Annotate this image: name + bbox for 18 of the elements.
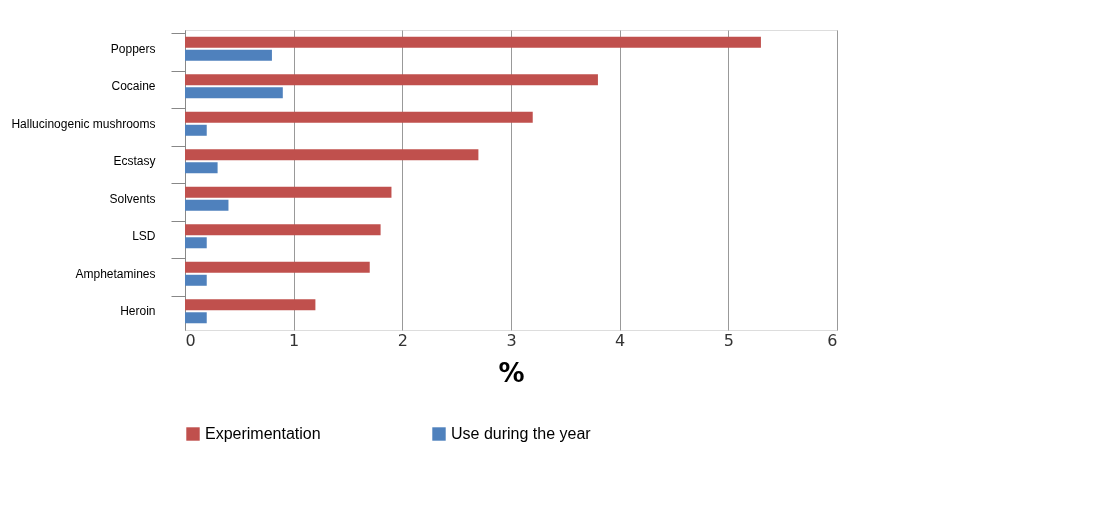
x-tick-label: 0 <box>185 330 196 350</box>
y-tick-label: Amphetamines <box>75 266 156 281</box>
y-tick-label: Heroin <box>120 304 156 319</box>
legend-label: Use during the year <box>451 425 592 442</box>
x-axis-title: % <box>498 357 525 388</box>
legend-label: Experimentation <box>205 425 321 442</box>
y-tick-label: Hallucinogenic mushrooms <box>11 116 156 131</box>
x-tick-label: 3 <box>506 330 517 350</box>
y-tick-label: Ecstasy <box>113 154 156 169</box>
x-tick-label: 4 <box>615 330 626 350</box>
x-tick-label: 1 <box>289 330 300 350</box>
x-tick-label: 2 <box>397 330 408 350</box>
x-tick-label: 6 <box>827 330 838 350</box>
y-tick-label: Solvents <box>109 191 156 206</box>
y-tick-label: Poppers <box>110 41 156 56</box>
y-tick-label: Cocaine <box>111 79 156 94</box>
y-tick-label: LSD <box>132 229 156 244</box>
x-tick-label: 5 <box>723 330 734 350</box>
